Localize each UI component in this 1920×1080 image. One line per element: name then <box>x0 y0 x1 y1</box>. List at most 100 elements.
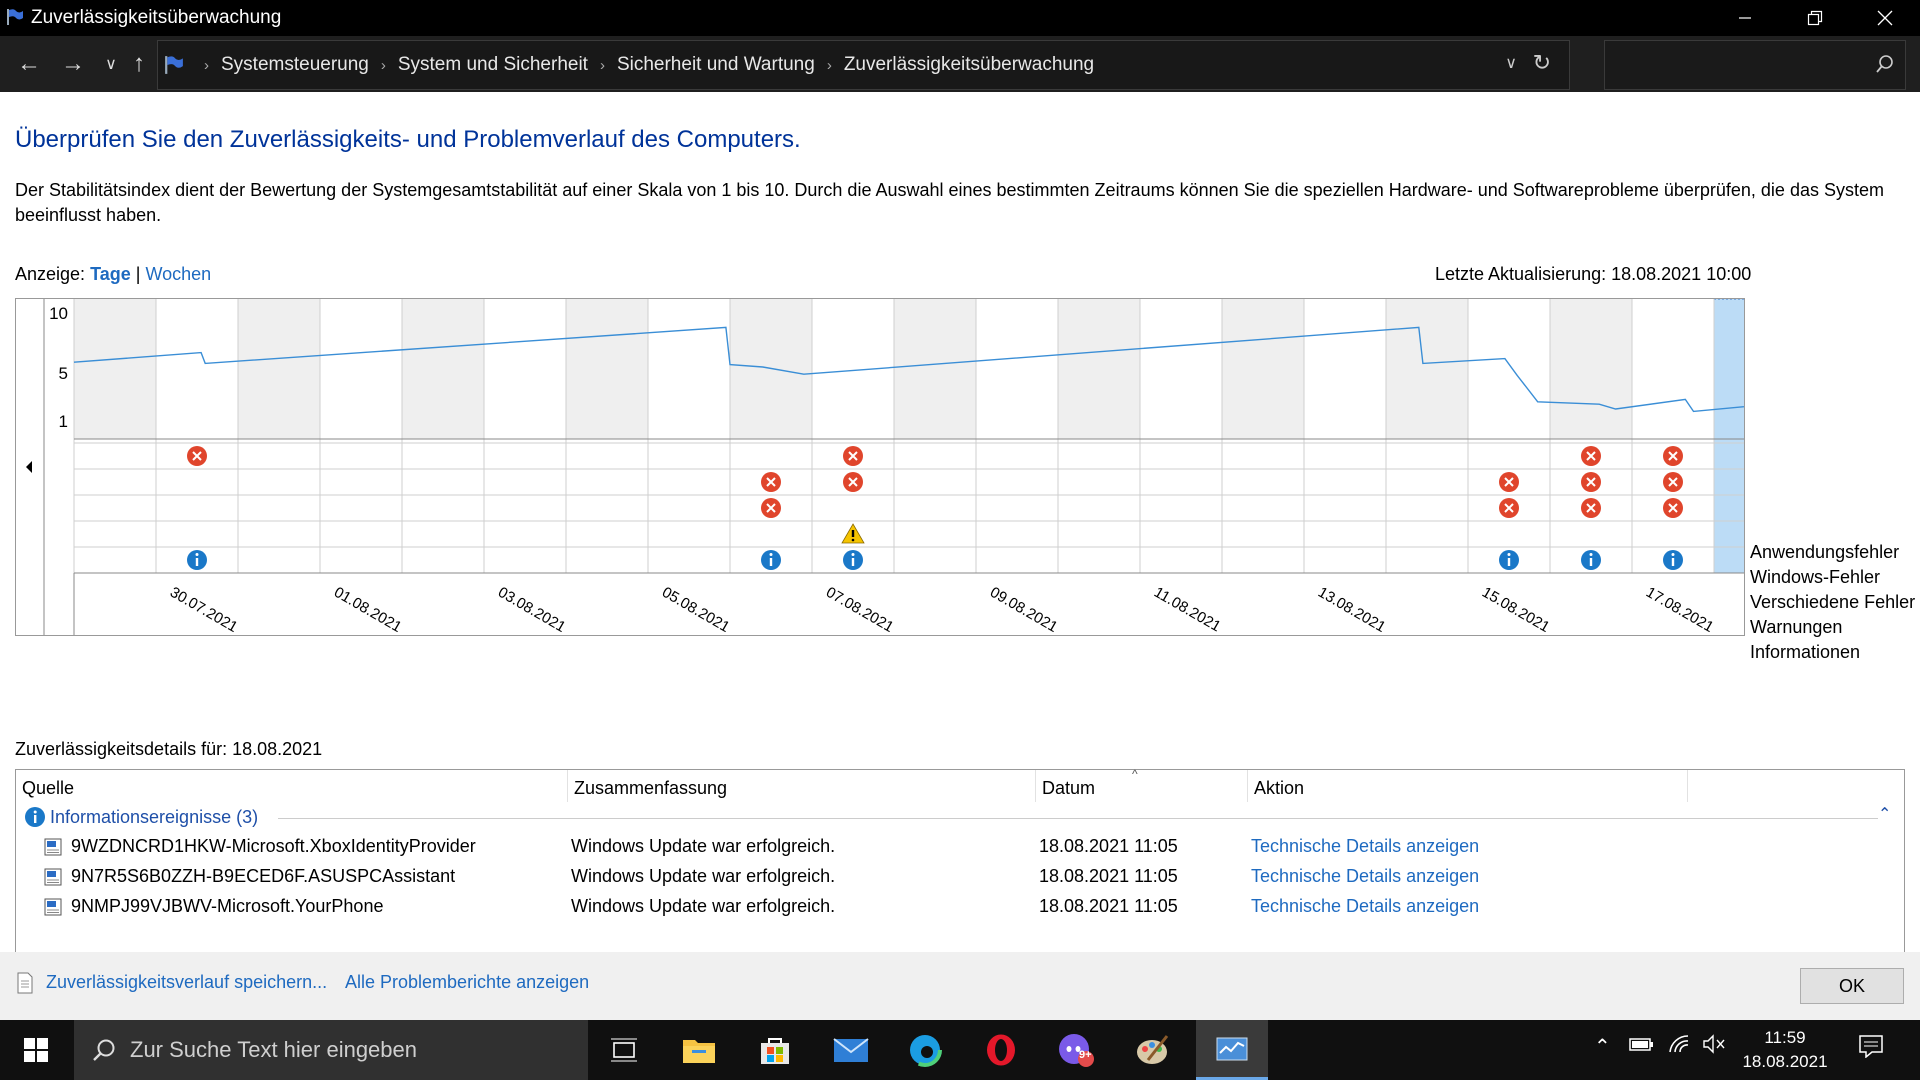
system-clock[interactable]: 11:59 18.08.2021 <box>1738 1026 1832 1074</box>
view-days-link[interactable]: Tage <box>90 264 131 284</box>
restore-icon[interactable] <box>1780 0 1850 36</box>
volume-muted-icon[interactable] <box>1702 1034 1726 1060</box>
back-arrow-icon[interactable]: ← <box>17 50 41 77</box>
mail-icon[interactable] <box>828 1028 874 1072</box>
error-icon-cross <box>1586 477 1596 487</box>
y-tick-label: 5 <box>59 364 68 383</box>
column-header-source[interactable]: Quelle <box>16 770 568 802</box>
info-icon-dot <box>851 553 855 556</box>
reliability-chart[interactable]: 10 5 1 30.07.2021 01.08.2021 03.08.2021 05.08.… <box>15 298 1816 636</box>
collapse-chevron-icon[interactable]: ⌃ <box>1878 806 1892 823</box>
wifi-icon[interactable] <box>1668 1034 1692 1060</box>
save-history-link[interactable]: Zuverlässigkeitsverlauf speichern... <box>46 972 328 992</box>
day-band <box>74 299 156 439</box>
app-flag-icon <box>6 8 24 26</box>
info-icon-dot <box>195 553 199 556</box>
opera-browser-icon[interactable] <box>978 1028 1024 1072</box>
control-panel-flag-icon <box>164 55 184 75</box>
scroll-left-icon[interactable] <box>26 461 32 473</box>
up-arrow-icon[interactable]: ↑ <box>133 50 145 77</box>
group-divider <box>278 818 1878 819</box>
error-icon-cross <box>1668 503 1678 513</box>
group-label: Informationsereignisse (3) <box>50 806 259 827</box>
minimize-icon[interactable] <box>1710 0 1780 36</box>
breadcrumb[interactable]: › Systemsteuerung › System und Sicherhei… <box>157 40 1570 90</box>
address-bar: ← → ∨ ↑ › Systemsteuerung › System und S… <box>0 36 1920 92</box>
event-doc-icon <box>44 838 62 856</box>
info-icon-bar <box>1671 558 1675 566</box>
event-doc-icon <box>44 898 62 916</box>
group-header-information[interactable]: Informationsereignisse (3) <box>24 806 258 828</box>
edge-browser-icon[interactable] <box>902 1028 948 1072</box>
info-icon-dot <box>1589 553 1593 556</box>
info-icon-dot <box>1671 553 1675 556</box>
row-summary: Windows Update war erfolgreich. <box>571 866 836 886</box>
breadcrumb-item[interactable]: Zuverlässigkeitsüberwachung <box>843 54 1095 75</box>
address-dropdown-icon[interactable]: ∨ <box>1505 55 1517 72</box>
row-source: 9N7R5S6B0ZZH-B9ECED6F.ASUSPCAssistant <box>71 866 456 886</box>
breadcrumb-separator-icon: › <box>826 56 832 74</box>
technical-details-link[interactable]: Technische Details anzeigen <box>1251 866 1480 886</box>
all-reports-link[interactable]: Alle Problemberichte anzeigen <box>345 972 590 992</box>
legend-misc-errors: Verschiedene Fehler <box>1750 592 1916 612</box>
taskbar-search-placeholder: Zur Suche Text hier eingeben <box>130 1037 417 1062</box>
table-row[interactable]: 9NMPJ99VJBWV-Microsoft.YourPhone Windows… <box>16 892 1896 922</box>
ok-button[interactable]: OK <box>1800 968 1904 1004</box>
active-app-highlight[interactable] <box>1196 1020 1268 1080</box>
breadcrumb-separator-icon: › <box>204 56 209 74</box>
last-update-label: Letzte Aktualisierung: 18.08.2021 10:00 <box>1435 264 1752 284</box>
column-header-date[interactable]: Datum <box>1036 770 1248 802</box>
notification-badge: 9+ <box>1079 1049 1092 1061</box>
error-icon-cross <box>766 477 776 487</box>
start-button[interactable] <box>0 1020 72 1080</box>
table-row[interactable]: 9WZDNCRD1HKW-Microsoft.XboxIdentityProvi… <box>16 832 1896 862</box>
view-weeks-link[interactable]: Wochen <box>145 264 212 284</box>
technical-details-link[interactable]: Technische Details anzeigen <box>1251 896 1480 916</box>
clock-date: 18.08.2021 <box>1742 1052 1828 1071</box>
search-input[interactable] <box>1604 40 1906 90</box>
taskbar-search-input[interactable]: Zur Suche Text hier eingeben <box>74 1020 588 1080</box>
column-header-action[interactable]: Aktion <box>1248 770 1688 802</box>
discord-icon[interactable]: 9+ <box>1053 1028 1099 1072</box>
paint-icon[interactable] <box>1129 1028 1175 1072</box>
info-icon-bar <box>1507 558 1511 566</box>
y-tick-label: 1 <box>59 412 68 431</box>
microsoft-store-icon[interactable] <box>752 1028 798 1072</box>
recent-locations-chevron-icon[interactable]: ∨ <box>105 56 117 73</box>
row-date: 18.08.2021 11:05 <box>1039 896 1178 916</box>
breadcrumb-separator-icon: › <box>599 56 605 74</box>
view-label: Anzeige: <box>15 264 86 284</box>
forward-arrow-icon[interactable]: → <box>61 50 85 77</box>
taskbar-search-icon <box>92 1038 116 1062</box>
breadcrumb-item[interactable]: Sicherheit und Wartung <box>616 54 815 75</box>
close-icon[interactable] <box>1850 0 1920 36</box>
page-title: Überprüfen Sie den Zuverlässigkeits- und… <box>15 126 801 153</box>
selected-day-column[interactable] <box>1713 298 1797 574</box>
warning-icon-bar <box>851 530 855 537</box>
battery-icon[interactable] <box>1628 1034 1654 1058</box>
table-row[interactable]: 9N7R5S6B0ZZH-B9ECED6F.ASUSPCAssistant Wi… <box>16 862 1896 892</box>
row-summary: Windows Update war erfolgreich. <box>571 896 836 916</box>
error-icon-cross <box>1586 503 1596 513</box>
notification-center-icon[interactable] <box>1858 1034 1884 1064</box>
legend-warnings: Warnungen <box>1750 617 1843 637</box>
refresh-icon[interactable]: ↻ <box>1532 50 1551 75</box>
breadcrumb-separator-icon: › <box>380 56 386 74</box>
day-band <box>1550 299 1632 439</box>
file-explorer-icon[interactable] <box>676 1028 722 1072</box>
error-icon-cross <box>1668 451 1678 461</box>
error-icon-cross <box>766 503 776 513</box>
show-hidden-icons-icon[interactable]: ⌃ <box>1594 1036 1611 1058</box>
error-icon-cross <box>1668 477 1678 487</box>
search-icon[interactable] <box>1875 54 1895 79</box>
breadcrumb-item[interactable]: System und Sicherheit <box>397 54 588 75</box>
task-view-icon[interactable] <box>601 1028 647 1072</box>
event-doc-icon <box>44 868 62 886</box>
stability-index-line <box>73 326 1797 413</box>
breadcrumb-item[interactable]: Systemsteuerung <box>221 54 369 75</box>
column-header-summary[interactable]: Zusammenfassung <box>568 770 1036 802</box>
technical-details-link[interactable]: Technische Details anzeigen <box>1251 836 1480 856</box>
y-tick-label: 10 <box>49 304 68 323</box>
row-date: 18.08.2021 11:05 <box>1039 836 1178 856</box>
